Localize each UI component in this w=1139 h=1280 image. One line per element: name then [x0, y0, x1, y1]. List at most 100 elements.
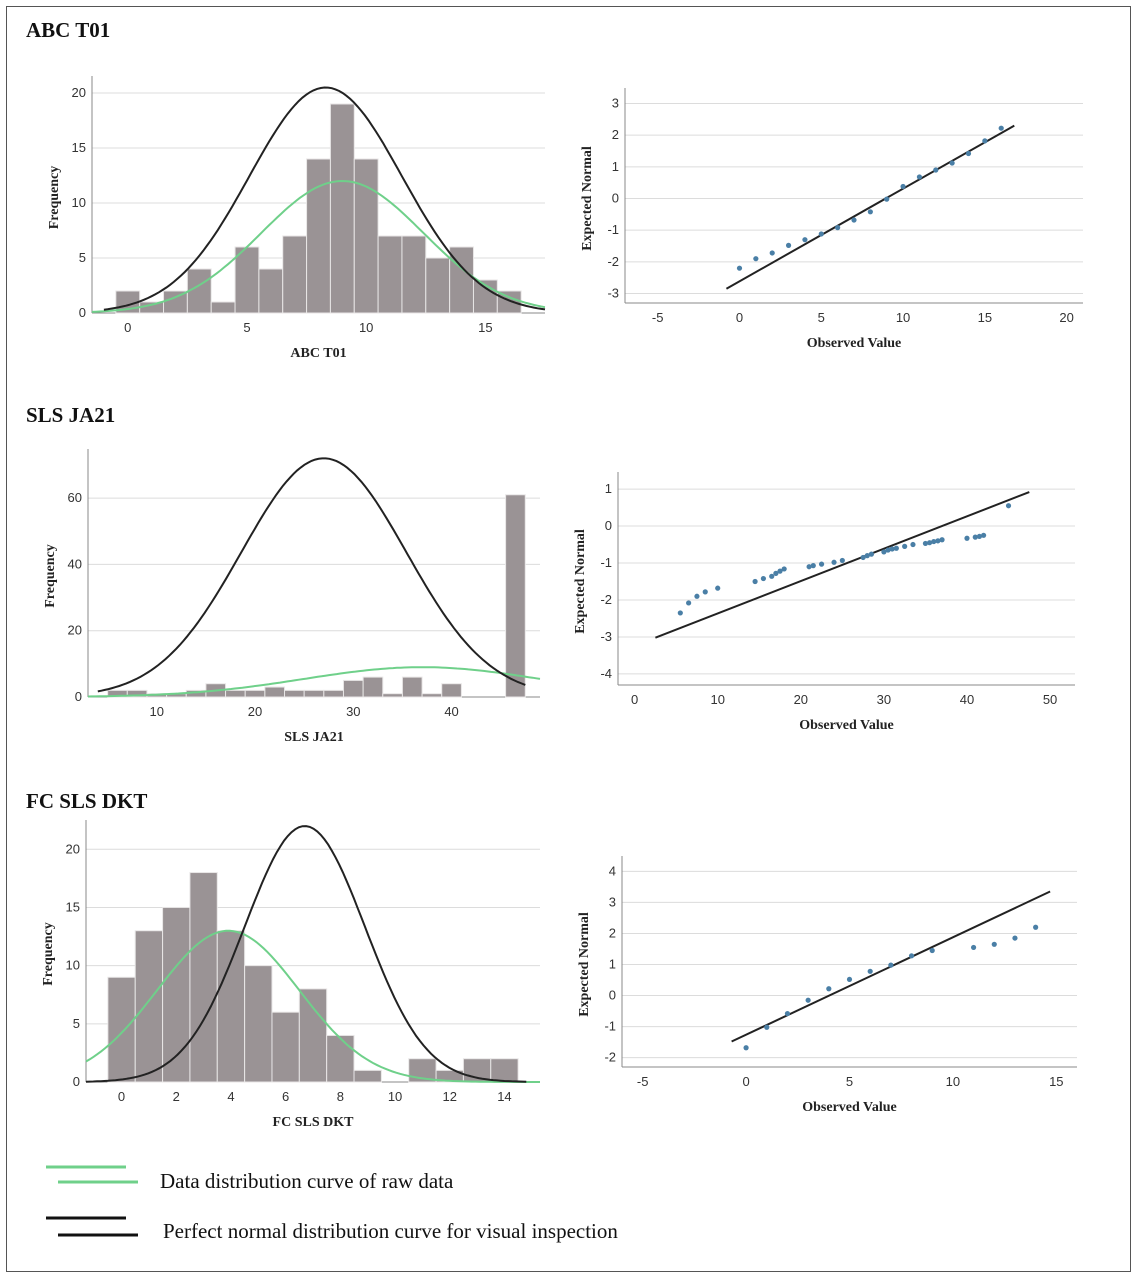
- hist-sls-bar: [244, 689, 266, 698]
- qq-sls-point: [976, 533, 983, 540]
- qq-sls-point: [935, 538, 941, 544]
- hist-fc-bar: [353, 1069, 382, 1083]
- hist-sls-bar: [264, 686, 286, 698]
- qq-sls-xtick-label: 40: [960, 692, 974, 707]
- hist-abc-bar: [210, 301, 236, 314]
- qq-abc-ytick-label: -1: [607, 222, 619, 237]
- qq-fc-chart: -2 -1 0 1 2 3 4 -5 0 5 10 15 Observed Value Expected …: [577, 856, 1077, 1115]
- hist-fc-xtick-label: 8: [337, 1089, 344, 1104]
- hist-abc-xtick-label: 10: [359, 320, 373, 335]
- qq-fc-ytick-label: -2: [604, 1050, 616, 1065]
- qq-sls-point: [902, 543, 908, 549]
- qq-sls-y-axis-label: Expected Normal: [573, 529, 588, 634]
- hist-sls-ytick-label: 60: [68, 490, 82, 505]
- qq-abc-point: [982, 138, 988, 144]
- hist-abc-bar: [329, 103, 355, 314]
- hist-abc-bar: [306, 158, 331, 314]
- qq-sls-point: [860, 554, 866, 561]
- qq-sls-point: [926, 540, 933, 546]
- hist-abc-xtick-label: 0: [124, 320, 131, 335]
- qq-fc-point: [867, 968, 873, 974]
- figure-frame: [6, 6, 1131, 1272]
- qq-fc-point: [805, 997, 811, 1003]
- hist-abc-bar: [401, 235, 427, 314]
- qq-abc-xtick-label: 15: [978, 310, 992, 325]
- hist-abc-xtick-label: 15: [478, 320, 492, 335]
- legend-normal-swatch: [46, 1216, 138, 1237]
- qq-sls-point: [939, 537, 945, 543]
- qq-sls-point: [781, 566, 787, 572]
- qq-fc-ytick-label: -1: [604, 1019, 616, 1034]
- qq-sls-ytick-label: 0: [605, 518, 612, 533]
- hist-fc-normal-distribution-curve: [85, 825, 527, 1083]
- legend-raw-label: Data distribution curve of raw data: [160, 1169, 454, 1193]
- qq-fc-y-axis-label: Expected Normal: [577, 912, 592, 1017]
- hist-sls-xtick-label: 10: [150, 704, 164, 719]
- qq-abc-point: [736, 265, 743, 271]
- qq-fc-ytick-label: 0: [609, 988, 616, 1003]
- qq-sls-ytick-label: -3: [600, 629, 612, 644]
- hist-fc-bar: [244, 965, 273, 1083]
- hist-sls-chart: 0 20 40 60 10 20 30 40 SLS JA21 Frequency: [43, 449, 541, 745]
- hist-sls-normal-distribution-curve: [97, 457, 526, 693]
- legend: Data distribution curve of raw data Perf…: [46, 1165, 618, 1243]
- qq-sls-point: [810, 563, 816, 569]
- qq-sls-point: [677, 610, 683, 616]
- hist-fc-bar: [326, 1034, 355, 1083]
- hist-fc-xtick-label: 6: [282, 1089, 289, 1104]
- hist-fc-y-axis-label: Frequency: [41, 922, 56, 986]
- qq-abc-ytick-label: 0: [612, 191, 619, 206]
- hist-fc-raw-distribution-curve: [85, 929, 540, 1083]
- hist-abc-ytick-label: 20: [72, 85, 86, 100]
- hist-sls-bar: [441, 683, 462, 698]
- hist-abc-ytick-label: 5: [79, 250, 86, 265]
- qq-sls-xtick-label: 30: [877, 692, 891, 707]
- hist-abc-ytick-label: 15: [72, 140, 86, 155]
- qq-sls-point: [818, 561, 825, 567]
- qq-abc-reference-line: [725, 124, 1015, 290]
- hist-fc-chart: 0 5 10 15 20 0 2 4 6 8 10 12 14 FC SLS DKT Frequency: [41, 820, 540, 1130]
- hist-abc-bar: [186, 268, 212, 314]
- qq-abc-x-axis-label: Observed Value: [807, 336, 902, 351]
- qq-abc-point: [835, 225, 841, 231]
- qq-fc-ytick-label: 1: [609, 957, 616, 972]
- hist-fc-xtick-label: 14: [497, 1089, 511, 1104]
- qq-sls-xtick-label: 20: [794, 692, 808, 707]
- qq-sls-point: [839, 557, 845, 564]
- qq-sls-point: [864, 553, 870, 559]
- qq-abc-point: [867, 209, 873, 215]
- qq-sls-xtick-label: 10: [710, 692, 724, 707]
- hist-fc-ytick-label: 20: [66, 841, 80, 856]
- qq-abc-point: [851, 217, 857, 223]
- hist-sls-bar: [342, 679, 364, 698]
- qq-abc-point: [998, 125, 1004, 131]
- qq-abc-ytick-label: 3: [612, 96, 619, 111]
- qq-fc-point: [888, 962, 894, 968]
- qq-fc-xtick-label: -5: [637, 1074, 649, 1089]
- qq-fc-point: [846, 976, 853, 983]
- qq-fc-x-axis-label: Observed Value: [802, 1100, 897, 1115]
- hist-sls-x-axis-label: SLS JA21: [284, 730, 344, 745]
- hist-abc-bar: [353, 158, 379, 314]
- qq-sls-point: [777, 568, 783, 574]
- qq-sls-point: [831, 559, 837, 565]
- qq-abc-chart: -3 -2 -1 0 1 2 3 -5 0 5 10 15 20 Observed Value Expect…: [580, 88, 1083, 351]
- hist-fc-xtick-label: 2: [173, 1089, 180, 1104]
- hist-abc-y-axis-label: Frequency: [47, 166, 62, 230]
- qq-fc-point: [743, 1045, 749, 1051]
- hist-fc-x-axis-label: FC SLS DKT: [273, 1115, 355, 1130]
- qq-sls-point: [972, 534, 978, 540]
- qq-abc-xtick-label: 20: [1059, 310, 1073, 325]
- hist-sls-raw-distribution-curve: [87, 666, 541, 698]
- hist-fc-bar: [216, 930, 246, 1083]
- qq-abc-point: [818, 231, 824, 237]
- hist-sls-bar: [401, 676, 423, 698]
- qq-sls-point: [868, 551, 875, 557]
- qq-sls-point: [881, 549, 887, 555]
- qq-abc-point: [965, 150, 972, 157]
- hist-sls-y-axis-label: Frequency: [43, 544, 58, 608]
- qq-sls-point: [769, 573, 775, 579]
- qq-abc-ytick-label: 1: [612, 159, 619, 174]
